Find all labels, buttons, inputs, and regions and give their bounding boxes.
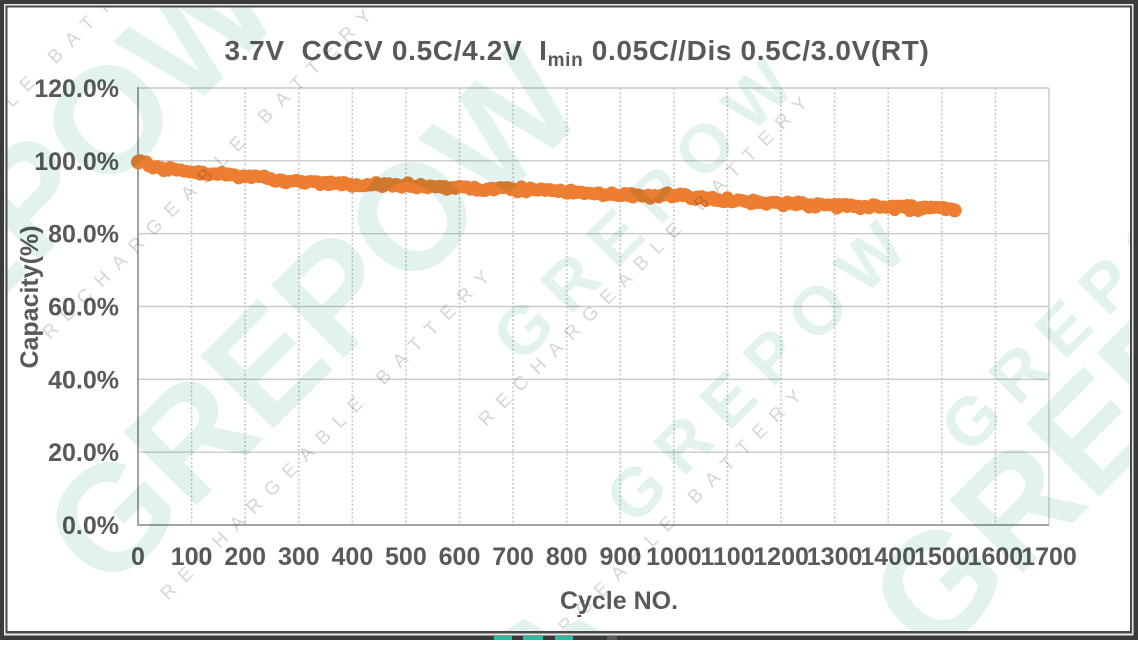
svg-text:1200: 1200 [753, 543, 809, 571]
svg-text:0.0%: 0.0% [62, 512, 119, 540]
svg-text:120.0%: 120.0% [34, 75, 119, 103]
svg-text:1700: 1700 [1021, 543, 1077, 571]
svg-text:1000: 1000 [646, 543, 702, 571]
svg-text:400: 400 [332, 543, 374, 571]
svg-text:Cycle NO.: Cycle NO. [560, 587, 678, 615]
svg-text:0: 0 [131, 543, 145, 571]
svg-text:100.0%: 100.0% [34, 148, 119, 176]
svg-text:1300: 1300 [807, 543, 863, 571]
svg-text:1500: 1500 [914, 543, 970, 571]
svg-text:1600: 1600 [968, 543, 1024, 571]
svg-text:200: 200 [224, 543, 266, 571]
svg-text:600: 600 [439, 543, 481, 571]
svg-text:40.0%: 40.0% [48, 366, 119, 394]
svg-text:60.0%: 60.0% [48, 294, 119, 322]
svg-text:1100: 1100 [700, 543, 754, 571]
svg-text:800: 800 [546, 543, 588, 571]
svg-text:100: 100 [171, 543, 213, 571]
svg-text:700: 700 [492, 543, 534, 571]
svg-text:20.0%: 20.0% [48, 439, 119, 467]
svg-text:500: 500 [385, 543, 427, 571]
svg-text:1400: 1400 [860, 543, 916, 571]
svg-text:Capacity(%): Capacity(%) [16, 225, 44, 368]
svg-text:80.0%: 80.0% [48, 221, 119, 249]
svg-text:900: 900 [599, 543, 641, 571]
svg-text:300: 300 [278, 543, 320, 571]
